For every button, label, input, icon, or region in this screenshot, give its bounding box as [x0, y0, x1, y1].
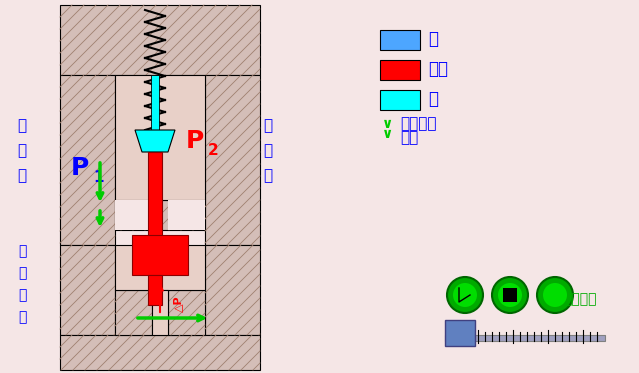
Bar [60, 245, 115, 335]
Text: 油: 油 [17, 143, 27, 158]
Bar [380, 30, 420, 50]
Circle shape [453, 283, 477, 307]
Bar [132, 235, 188, 275]
Bar [60, 335, 260, 370]
Bar [115, 75, 205, 200]
Bar [205, 245, 260, 335]
Polygon shape [135, 130, 175, 152]
Text: 2: 2 [208, 143, 219, 158]
Bar [380, 60, 420, 80]
Text: 口: 口 [17, 168, 27, 183]
Text: 活塞: 活塞 [428, 60, 448, 78]
Circle shape [498, 283, 522, 307]
Text: 油: 油 [18, 288, 26, 302]
Circle shape [543, 283, 567, 307]
Bar [115, 200, 205, 230]
Text: 进: 进 [17, 118, 27, 133]
Bar [168, 290, 205, 335]
Bar [60, 5, 260, 75]
Text: 控: 控 [18, 244, 26, 258]
Text: 出: 出 [263, 118, 273, 133]
Text: 方向: 方向 [400, 130, 419, 145]
Circle shape [537, 277, 573, 313]
Circle shape [492, 277, 528, 313]
Text: 路: 路 [18, 310, 26, 324]
Bar [152, 290, 168, 335]
Text: ∨: ∨ [382, 117, 393, 131]
Text: 返回上页: 返回上页 [563, 292, 597, 306]
Text: 液体流动: 液体流动 [400, 116, 436, 131]
Bar [148, 152, 162, 252]
Bar [151, 75, 159, 135]
Text: 口: 口 [263, 168, 273, 183]
Bar [168, 200, 205, 230]
Text: ∨: ∨ [382, 127, 393, 141]
Bar [60, 75, 115, 245]
Bar [445, 335, 605, 341]
Circle shape [447, 277, 483, 313]
Bar [380, 90, 420, 110]
Bar [148, 275, 162, 305]
Text: 阀: 阀 [428, 90, 438, 108]
Text: 1: 1 [93, 170, 104, 185]
Text: △P: △P [173, 295, 183, 312]
Bar [115, 245, 205, 290]
Text: 制: 制 [18, 266, 26, 280]
Text: 油: 油 [263, 143, 273, 158]
Bar [115, 290, 152, 335]
Bar [503, 288, 517, 302]
Bar [445, 320, 475, 346]
Bar [115, 200, 152, 230]
Text: P: P [186, 129, 204, 153]
Bar [205, 75, 260, 245]
Text: 油: 油 [428, 30, 438, 48]
Text: P: P [71, 156, 89, 180]
